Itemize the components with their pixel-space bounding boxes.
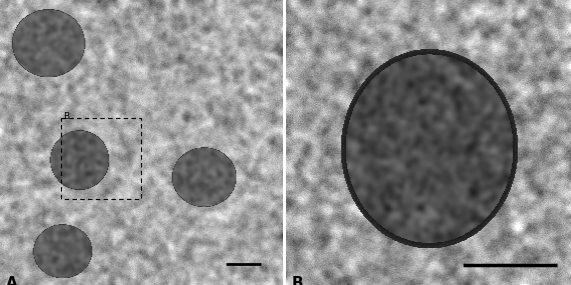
Bar [61,118,142,200]
Text: B: B [291,276,303,285]
Text: B: B [63,112,69,121]
Text: A: A [6,276,17,285]
